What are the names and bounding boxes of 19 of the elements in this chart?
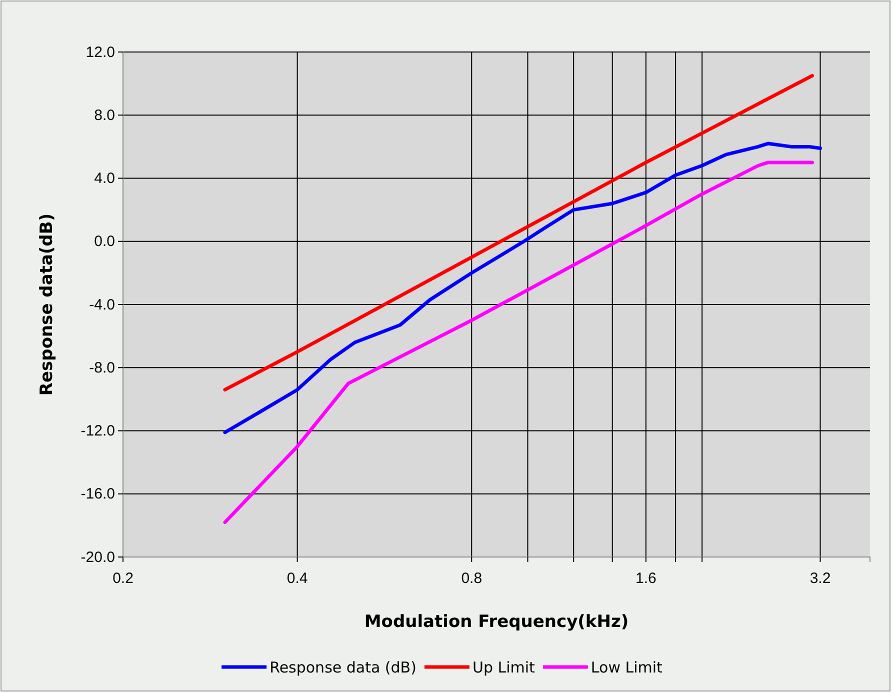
x-tick-label: 3.2	[810, 570, 831, 587]
y-tick-label: -4.0	[89, 296, 115, 314]
legend-label: Up Limit	[472, 658, 536, 676]
y-tick-label: 8.0	[94, 106, 115, 124]
x-tick-label: 1.6	[636, 570, 656, 587]
y-tick-label: 4.0	[94, 170, 115, 188]
y-tick-label: -12.0	[80, 422, 115, 440]
y-tick-label: -8.0	[89, 359, 115, 376]
x-tick-label: 0.4	[286, 570, 308, 587]
y-axis-title: Response data(dB)	[37, 213, 57, 396]
legend-label: Response data (dB)	[270, 658, 416, 676]
y-tick-label: -16.0	[80, 486, 115, 503]
x-tick-label: 0.8	[461, 570, 482, 587]
x-tick-label: 0.2	[112, 570, 134, 587]
y-tick-label: -20.0	[80, 548, 115, 566]
y-tick-label: 0.0	[94, 233, 115, 250]
y-tick-label: 12.0	[86, 44, 115, 61]
legend-label: Low Limit	[590, 658, 663, 676]
x-axis-title: Modulation Frequency(kHz)	[364, 612, 629, 632]
